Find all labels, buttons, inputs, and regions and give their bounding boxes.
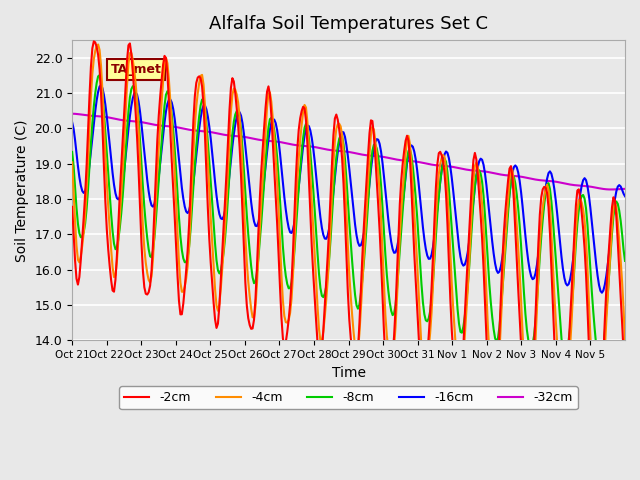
Legend: -2cm, -4cm, -8cm, -16cm, -32cm: -2cm, -4cm, -8cm, -16cm, -32cm xyxy=(120,386,578,409)
-4cm xyxy=(595,426,603,432)
-4cm xyxy=(354,347,362,353)
-32cm xyxy=(607,187,614,192)
-8cm xyxy=(596,364,604,370)
-8cm xyxy=(106,191,113,197)
-2cm xyxy=(594,437,602,443)
Line: -32cm: -32cm xyxy=(72,114,625,190)
-4cm xyxy=(621,338,629,344)
-32cm xyxy=(104,115,112,120)
-32cm xyxy=(618,186,626,192)
-2cm xyxy=(87,64,95,70)
-32cm xyxy=(353,151,360,156)
-8cm xyxy=(621,258,629,264)
-8cm xyxy=(546,186,554,192)
-4cm xyxy=(620,306,627,312)
-16cm xyxy=(546,168,554,174)
-16cm xyxy=(621,193,629,199)
-32cm xyxy=(545,178,552,184)
-4cm xyxy=(94,42,102,48)
Line: -8cm: -8cm xyxy=(72,75,625,367)
-4cm xyxy=(464,288,472,293)
-8cm xyxy=(464,284,472,290)
-4cm xyxy=(546,204,554,209)
-4cm xyxy=(68,159,76,165)
-8cm xyxy=(620,247,627,252)
-16cm xyxy=(464,250,472,255)
Line: -16cm: -16cm xyxy=(72,85,625,293)
-32cm xyxy=(87,113,95,119)
Line: -4cm: -4cm xyxy=(72,45,625,429)
-2cm xyxy=(620,349,627,355)
-8cm xyxy=(68,149,76,155)
-16cm xyxy=(106,142,113,147)
-8cm xyxy=(96,72,104,78)
-2cm xyxy=(464,258,472,264)
-16cm xyxy=(68,120,76,125)
Y-axis label: Soil Temperature (C): Soil Temperature (C) xyxy=(15,119,29,262)
Text: TA_met: TA_met xyxy=(111,63,162,76)
Line: -2cm: -2cm xyxy=(72,41,625,440)
Title: Alfalfa Soil Temperatures Set C: Alfalfa Soil Temperatures Set C xyxy=(209,15,488,33)
-32cm xyxy=(462,167,470,172)
-8cm xyxy=(87,141,95,146)
-2cm xyxy=(546,230,554,236)
-16cm xyxy=(598,290,605,296)
-2cm xyxy=(90,38,98,44)
-2cm xyxy=(68,204,76,210)
-16cm xyxy=(97,83,105,88)
-32cm xyxy=(621,186,629,192)
-2cm xyxy=(621,383,629,388)
-4cm xyxy=(106,226,113,231)
-32cm xyxy=(68,111,76,117)
-8cm xyxy=(354,306,362,312)
-16cm xyxy=(87,149,95,155)
-4cm xyxy=(87,94,95,100)
-16cm xyxy=(354,240,362,245)
-2cm xyxy=(354,347,362,353)
X-axis label: Time: Time xyxy=(332,366,365,380)
-16cm xyxy=(620,191,627,196)
-2cm xyxy=(106,263,113,269)
